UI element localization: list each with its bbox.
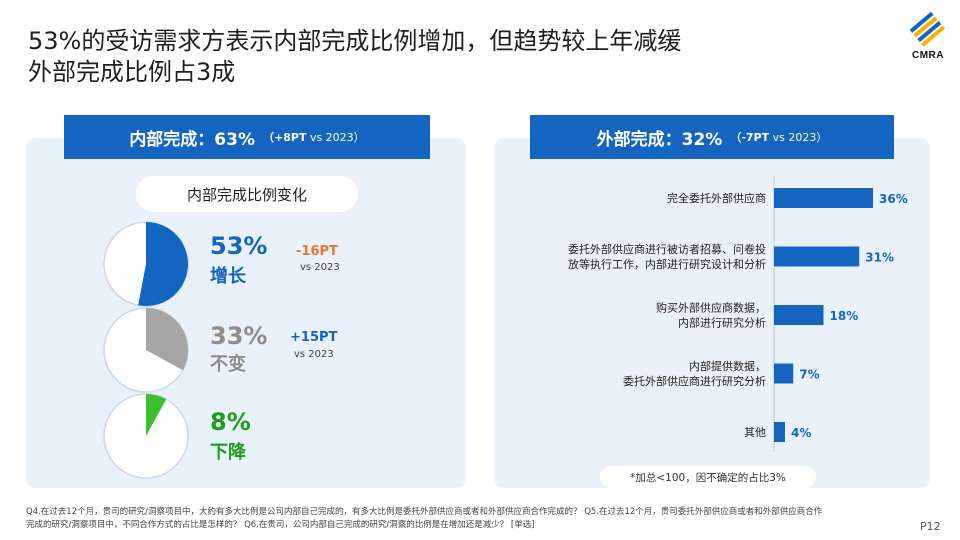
- title-line-1: 53%的受访需求方表示内部完成比例增加，但趋势较上年减缓: [28, 27, 682, 55]
- bar-0: [774, 188, 873, 208]
- footnote-line-2: 完成的研究/洞察项目中，不同合作方式的占比是怎样的？ Q6.在贵司，公司内部自己…: [26, 520, 535, 530]
- footnote-line-1: Q4.在过去12个月，贵司的研究/洞察项目中，大约有多大比例是公司内部自己完成的…: [26, 507, 823, 517]
- increase-label: 增长: [210, 266, 246, 287]
- decrease-label: 下降: [210, 442, 246, 463]
- unchanged-vs: vs 2023: [294, 349, 334, 360]
- increase-percent: 53%: [210, 232, 268, 260]
- change-pill: 内部完成比例变化: [136, 176, 358, 212]
- bar-3: [774, 363, 794, 384]
- bar-category-label-3-0: 内部提供数据，: [689, 359, 766, 373]
- increase-vs: vs 2023: [300, 262, 340, 273]
- bar-category-label-1-1: 放等执行工作，内部进行研究设计和分析: [568, 257, 766, 271]
- pie-decrease: [103, 393, 189, 479]
- external-header-change-vs: vs 2023）: [769, 131, 828, 144]
- internal-header-change: （+8PT vs 2023）: [263, 129, 365, 145]
- bar-category-label-4-0: 其他: [744, 426, 766, 439]
- bar-value-label-2: 18%: [830, 309, 859, 323]
- bar-value-label-1: 31%: [865, 251, 894, 265]
- bar-category-label-0-0: 完全委托外部供应商: [667, 191, 766, 205]
- footnote-pill: *加总<100，因不确定的占比3%: [600, 466, 816, 488]
- title-line-2: 外部完成比例占3成: [28, 58, 236, 86]
- decrease-percent: 8%: [210, 408, 251, 436]
- survey-footnote: Q4.在过去12个月，贵司的研究/洞察项目中，大约有多大比例是公司内部自己完成的…: [26, 506, 886, 532]
- bar-value-label-4: 4%: [791, 426, 811, 440]
- external-header-change: （-7PT vs 2023）: [730, 129, 827, 145]
- external-header: 外部完成：32% （-7PT vs 2023）: [530, 115, 894, 159]
- bar-1: [774, 246, 860, 267]
- increase-change: -16PT: [296, 244, 338, 259]
- logo-text: CMRA: [912, 50, 944, 61]
- page-number: P12: [920, 520, 941, 533]
- pie-decrease-slice: [146, 394, 167, 436]
- bar-value-label-0: 36%: [879, 192, 908, 206]
- bar-2: [774, 305, 824, 325]
- external-header-title: 外部完成：32%: [596, 129, 723, 150]
- external-header-change-value: （-7PT: [730, 131, 770, 144]
- external-bar-chart: 36% 完全委托外部供应商 31% 委托外部供应商进行被访者招募、问卷投放等执行工作，…: [568, 176, 908, 452]
- bar-4: [774, 422, 785, 442]
- pie-increase: [103, 221, 189, 307]
- page-title: 53%的受访需求方表示内部完成比例增加，但趋势较上年减缓 外部完成比例占3成: [28, 26, 848, 88]
- pie-unchanged-slice: [146, 308, 188, 371]
- bar-value-label-3: 7%: [799, 368, 819, 382]
- cmra-logo: CMRA: [900, 8, 956, 64]
- bar-category-label-2-1: 内部进行研究分析: [678, 316, 766, 330]
- unchanged-percent: 33%: [210, 322, 268, 350]
- logo-mark-icon: [909, 11, 946, 47]
- internal-header: 内部完成：63% （+8PT vs 2023）: [64, 115, 430, 159]
- pie-increase-slice: [138, 222, 188, 306]
- internal-header-title: 内部完成：63%: [129, 129, 256, 150]
- internal-header-change-value: （+8PT: [263, 131, 307, 144]
- bar-category-label-1-0: 委托外部供应商进行被访者招募、问卷投: [568, 242, 766, 256]
- bar-category-label-3-1: 委托外部供应商进行研究分析: [623, 374, 766, 388]
- unchanged-label: 不变: [210, 354, 246, 375]
- internal-header-change-vs: vs 2023）: [306, 131, 365, 144]
- bar-category-label-2-0: 购买外部供应商数据，: [656, 301, 766, 315]
- pie-unchanged: [103, 307, 189, 393]
- unchanged-change: +15PT: [290, 330, 338, 345]
